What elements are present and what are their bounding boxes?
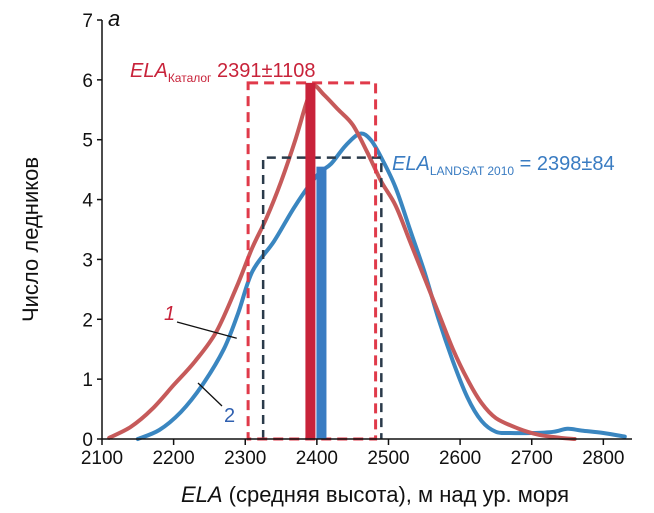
ela-catalog-bar <box>305 82 316 439</box>
annotations: a Число ледников ELA (средняя высота), м н… <box>18 6 615 507</box>
axes: 0 1 2 3 4 5 6 7 2100 2200 2300 2400 2500 2600 2700 2800 <box>81 11 632 469</box>
y-tick-label: 0 <box>82 430 93 451</box>
x-axis-title-rest: (средняя высота), м над ур. моря <box>223 482 570 507</box>
x-tick-label: 2400 <box>296 448 338 469</box>
x-axis-title: ELA (средняя высота), м над ур. моря <box>181 482 569 507</box>
x-tick-label: 2300 <box>224 448 266 469</box>
x-axis-title-var: ELA <box>181 482 223 507</box>
series-lines <box>107 83 627 441</box>
y-tick-label: 5 <box>82 131 93 152</box>
series-1-label: 1 <box>164 303 175 325</box>
y-axis-title: Число ледников <box>18 157 43 322</box>
y-tick-label: 7 <box>82 11 93 32</box>
x-tick-label: 2800 <box>582 448 624 469</box>
ela-catalog-subscript: Каталог <box>168 71 212 85</box>
ela-landsat-label: ELALANDSAT 2010 = 2398±84 <box>392 153 615 178</box>
ela-catalog-value: 2391±1108 <box>211 60 315 82</box>
x-tick-label: 2500 <box>367 448 409 469</box>
y-tick-label: 4 <box>82 191 93 212</box>
series-2-label: 2 <box>224 405 235 427</box>
series-1-leader <box>176 321 237 339</box>
ela-catalog-label: ELAКаталог 2391±1108 <box>130 60 315 85</box>
y-tick-label: 2 <box>82 310 93 331</box>
ela-landsat-bar <box>316 166 327 439</box>
x-tick-label: 2100 <box>81 448 123 469</box>
x-tick-label: 2200 <box>152 448 194 469</box>
ela-landsat-range-box <box>261 156 383 439</box>
ela-landsat-value: = 2398±84 <box>514 153 615 175</box>
y-tick-label: 6 <box>82 71 93 92</box>
ela-landsat-prefix: ELA <box>392 153 430 175</box>
y-tick-label: 3 <box>82 250 93 271</box>
series-line-1 <box>107 83 577 441</box>
x-tick-label: 2600 <box>439 448 481 469</box>
y-tick-label: 1 <box>82 370 93 391</box>
x-tick-label: 2700 <box>511 448 553 469</box>
panel-label: a <box>108 6 120 31</box>
ela-landsat-subscript: LANDSAT 2010 <box>430 164 515 178</box>
series-2-leader <box>197 382 223 407</box>
ela-catalog-prefix: ELA <box>130 60 168 82</box>
